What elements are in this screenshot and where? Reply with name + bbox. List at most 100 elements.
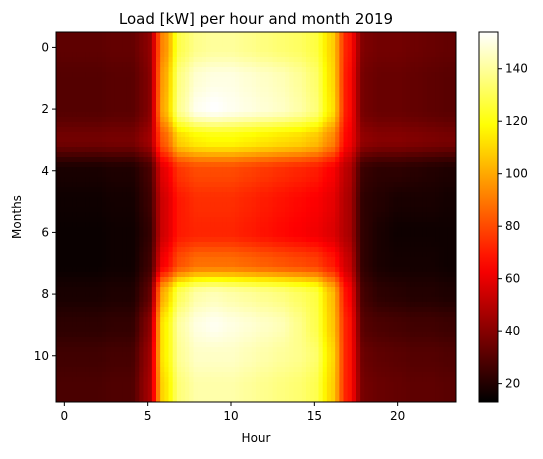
heatmap-cell	[376, 207, 382, 213]
heatmap-cell	[189, 287, 195, 293]
heatmap-cell	[451, 152, 456, 158]
heatmap-cell	[339, 142, 345, 148]
heatmap-cell	[197, 182, 203, 188]
heatmap-cell	[260, 182, 265, 188]
heatmap-cell	[97, 87, 103, 93]
heatmap-cell	[389, 167, 395, 173]
heatmap-cell	[160, 242, 165, 248]
heatmap-cell	[264, 137, 270, 143]
heatmap-cell	[56, 262, 61, 268]
heatmap-cell	[85, 152, 90, 158]
heatmap-cell	[72, 212, 78, 218]
heatmap-cell	[218, 192, 224, 198]
heatmap-cell	[422, 202, 428, 208]
heatmap-cell	[293, 47, 299, 53]
heatmap-cell	[422, 257, 428, 263]
heatmap-cell	[401, 132, 407, 138]
heatmap-cell	[322, 222, 328, 228]
heatmap-cell	[381, 137, 386, 143]
heatmap-cell	[147, 67, 153, 73]
heatmap-cell	[156, 57, 161, 63]
heatmap-cell	[418, 252, 424, 258]
heatmap-cell	[243, 37, 249, 43]
heatmap-cell	[126, 257, 132, 263]
heatmap-cell	[439, 37, 445, 43]
heatmap-cell	[147, 197, 153, 203]
heatmap-cell	[381, 247, 386, 253]
heatmap-cell	[289, 212, 295, 218]
heatmap-cell	[335, 177, 340, 183]
heatmap-cell	[239, 262, 245, 268]
heatmap-cell	[97, 177, 103, 183]
heatmap-cell	[122, 62, 128, 68]
heatmap-cell	[197, 227, 203, 233]
heatmap-cell	[264, 37, 270, 43]
heatmap-cell	[56, 102, 61, 108]
heatmap-cell	[189, 107, 195, 113]
heatmap-cell	[147, 132, 153, 138]
heatmap-cell	[276, 252, 282, 258]
heatmap-cell	[301, 207, 307, 213]
heatmap-cell	[406, 62, 411, 68]
heatmap-cell	[76, 242, 82, 248]
heatmap-cell	[276, 57, 282, 63]
heatmap-cell	[335, 127, 340, 133]
heatmap-cell	[443, 147, 449, 153]
heatmap-cell	[431, 167, 436, 173]
heatmap-cell	[243, 147, 249, 153]
heatmap-cell	[176, 72, 182, 78]
heatmap-cell	[451, 97, 456, 103]
heatmap-cell	[68, 222, 74, 228]
heatmap-cell	[422, 247, 428, 253]
heatmap-cell	[214, 212, 220, 218]
heatmap-cell	[81, 32, 86, 38]
heatmap-cell	[297, 47, 303, 53]
heatmap-cell	[247, 142, 253, 148]
heatmap-cell	[197, 187, 203, 193]
heatmap-cell	[297, 177, 303, 183]
heatmap-cell	[210, 127, 215, 133]
heatmap-cell	[181, 192, 186, 198]
heatmap-cell	[301, 102, 307, 108]
heatmap-cell	[68, 137, 74, 143]
heatmap-cell	[172, 102, 178, 108]
heatmap-cell	[64, 257, 70, 263]
heatmap-cell	[131, 197, 136, 203]
heatmap-cell	[331, 157, 336, 163]
heatmap-cell	[451, 132, 456, 138]
heatmap-cell	[389, 137, 395, 143]
heatmap-cell	[160, 132, 165, 138]
heatmap-cell	[372, 42, 378, 48]
heatmap-cell	[110, 92, 115, 98]
heatmap-cell	[310, 207, 315, 213]
heatmap-cell	[256, 107, 261, 113]
heatmap-cell	[243, 157, 249, 163]
heatmap-cell	[426, 232, 432, 238]
heatmap-cell	[64, 267, 70, 273]
heatmap-cell	[331, 132, 336, 138]
heatmap-cell	[306, 217, 311, 223]
heatmap-cell	[210, 72, 215, 78]
heatmap-cell	[147, 117, 153, 123]
heatmap-cell	[264, 262, 270, 268]
heatmap-cell	[368, 222, 374, 228]
heatmap-cell	[418, 102, 424, 108]
heatmap-cell	[164, 72, 170, 78]
heatmap-cell	[185, 232, 190, 238]
heatmap-cell	[306, 147, 311, 153]
heatmap-cell	[126, 112, 132, 118]
heatmap-cell	[268, 147, 274, 153]
heatmap-cell	[414, 197, 420, 203]
heatmap-cell	[64, 232, 70, 238]
heatmap-cell	[176, 102, 182, 108]
heatmap-cell	[97, 237, 103, 243]
heatmap-cell	[239, 267, 245, 273]
heatmap-cell	[451, 197, 456, 203]
heatmap-cell	[372, 277, 378, 283]
heatmap-cell	[126, 67, 132, 73]
heatmap-cell	[164, 237, 170, 243]
heatmap-cell	[347, 172, 353, 178]
heatmap-cell	[343, 52, 349, 58]
heatmap-cell	[239, 207, 245, 213]
heatmap-cell	[435, 77, 440, 83]
